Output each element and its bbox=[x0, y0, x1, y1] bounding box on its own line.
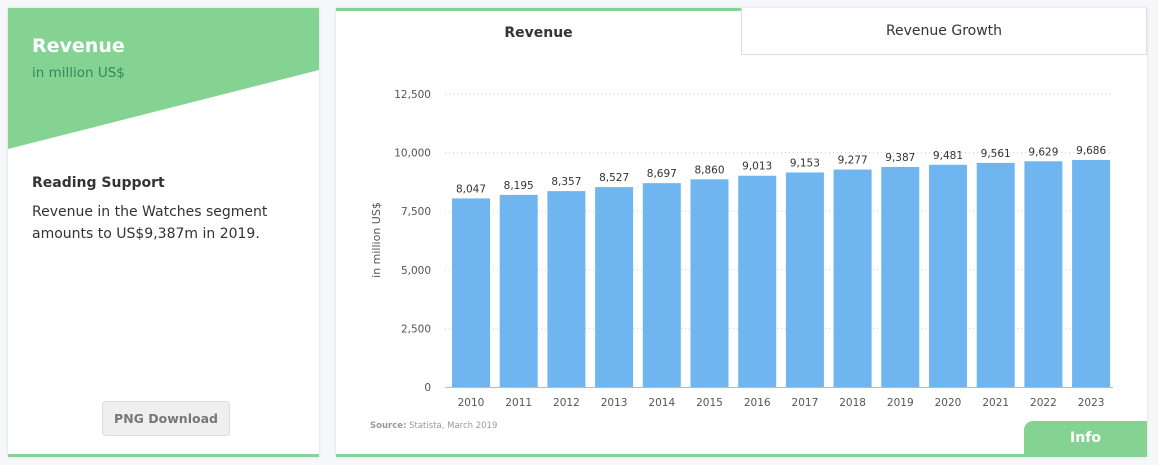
y-tick-label: 10,000 bbox=[394, 148, 431, 160]
x-tick-label: 2021 bbox=[982, 397, 1009, 409]
x-tick-label: 2018 bbox=[839, 397, 866, 409]
bar-2014[interactable] bbox=[642, 183, 681, 387]
bar-2010[interactable] bbox=[452, 198, 490, 387]
bar-2018[interactable] bbox=[833, 169, 872, 387]
bar-value-label: 8,357 bbox=[551, 176, 581, 188]
source-note: Source: Statista, March 2019 bbox=[370, 421, 497, 431]
source-text: Statista, March 2019 bbox=[406, 421, 497, 431]
bar-2022[interactable] bbox=[1024, 161, 1063, 387]
reading-support-text: Revenue in the Watches segment amounts t… bbox=[32, 204, 268, 242]
card-title: Revenue bbox=[32, 35, 125, 57]
x-tick-label: 2012 bbox=[553, 397, 580, 409]
card-subtitle: in million US$ bbox=[32, 65, 125, 81]
bar-value-label: 9,013 bbox=[742, 161, 772, 173]
y-tick-label: 2,500 bbox=[401, 323, 431, 335]
bar-2011[interactable] bbox=[499, 194, 538, 387]
bar-value-label: 8,195 bbox=[504, 180, 534, 192]
bar-2021[interactable] bbox=[976, 162, 1015, 387]
x-tick-label: 2019 bbox=[887, 397, 914, 409]
info-card: Revenue in million US$ Reading Support R… bbox=[8, 8, 319, 457]
bar-value-label: 9,387 bbox=[885, 152, 915, 164]
bar-value-label: 8,697 bbox=[647, 168, 677, 180]
bar-value-label: 9,561 bbox=[981, 148, 1011, 160]
x-tick-label: 2015 bbox=[696, 397, 723, 409]
tab-revenue-growth[interactable]: Revenue Growth bbox=[741, 8, 1147, 55]
png-download-button[interactable]: PNG Download bbox=[102, 401, 230, 436]
bar-2020[interactable] bbox=[929, 164, 967, 387]
x-tick-label: 2011 bbox=[505, 397, 532, 409]
x-tick-label: 2013 bbox=[601, 397, 628, 409]
x-tick-label: 2010 bbox=[458, 397, 485, 409]
x-tick-label: 2023 bbox=[1078, 397, 1105, 409]
bar-2016[interactable] bbox=[738, 175, 777, 387]
bar-value-label: 8,527 bbox=[599, 172, 629, 184]
bar-value-label: 9,153 bbox=[790, 157, 820, 169]
tab-revenue[interactable]: Revenue bbox=[336, 8, 741, 55]
source-label: Source: bbox=[370, 421, 406, 431]
bar-value-label: 9,629 bbox=[1028, 146, 1058, 158]
y-tick-label: 5,000 bbox=[401, 265, 431, 277]
bar-value-label: 9,686 bbox=[1076, 145, 1106, 157]
bar-2012[interactable] bbox=[547, 191, 586, 387]
bar-value-label: 9,481 bbox=[933, 150, 963, 162]
y-tick-label: 12,500 bbox=[394, 89, 431, 101]
bar-2015[interactable] bbox=[690, 179, 729, 387]
x-tick-label: 2017 bbox=[792, 397, 819, 409]
bar-value-label: 8,860 bbox=[694, 164, 724, 176]
x-tick-label: 2014 bbox=[648, 397, 675, 409]
bar-2017[interactable] bbox=[785, 172, 824, 387]
bar-value-label: 8,047 bbox=[456, 183, 486, 195]
y-tick-label: 7,500 bbox=[401, 206, 431, 218]
bar-2023[interactable] bbox=[1072, 159, 1111, 387]
info-button[interactable]: Info bbox=[1024, 421, 1147, 454]
y-tick-label: 0 bbox=[424, 382, 431, 394]
x-tick-label: 2016 bbox=[744, 397, 771, 409]
reading-support-title: Reading Support bbox=[32, 175, 165, 191]
y-axis-label: in million US$ bbox=[370, 202, 383, 278]
x-tick-label: 2020 bbox=[935, 397, 962, 409]
bar-value-label: 9,277 bbox=[838, 155, 868, 167]
x-tick-label: 2022 bbox=[1030, 397, 1057, 409]
bar-2013[interactable] bbox=[595, 187, 634, 387]
bar-2019[interactable] bbox=[881, 166, 920, 387]
